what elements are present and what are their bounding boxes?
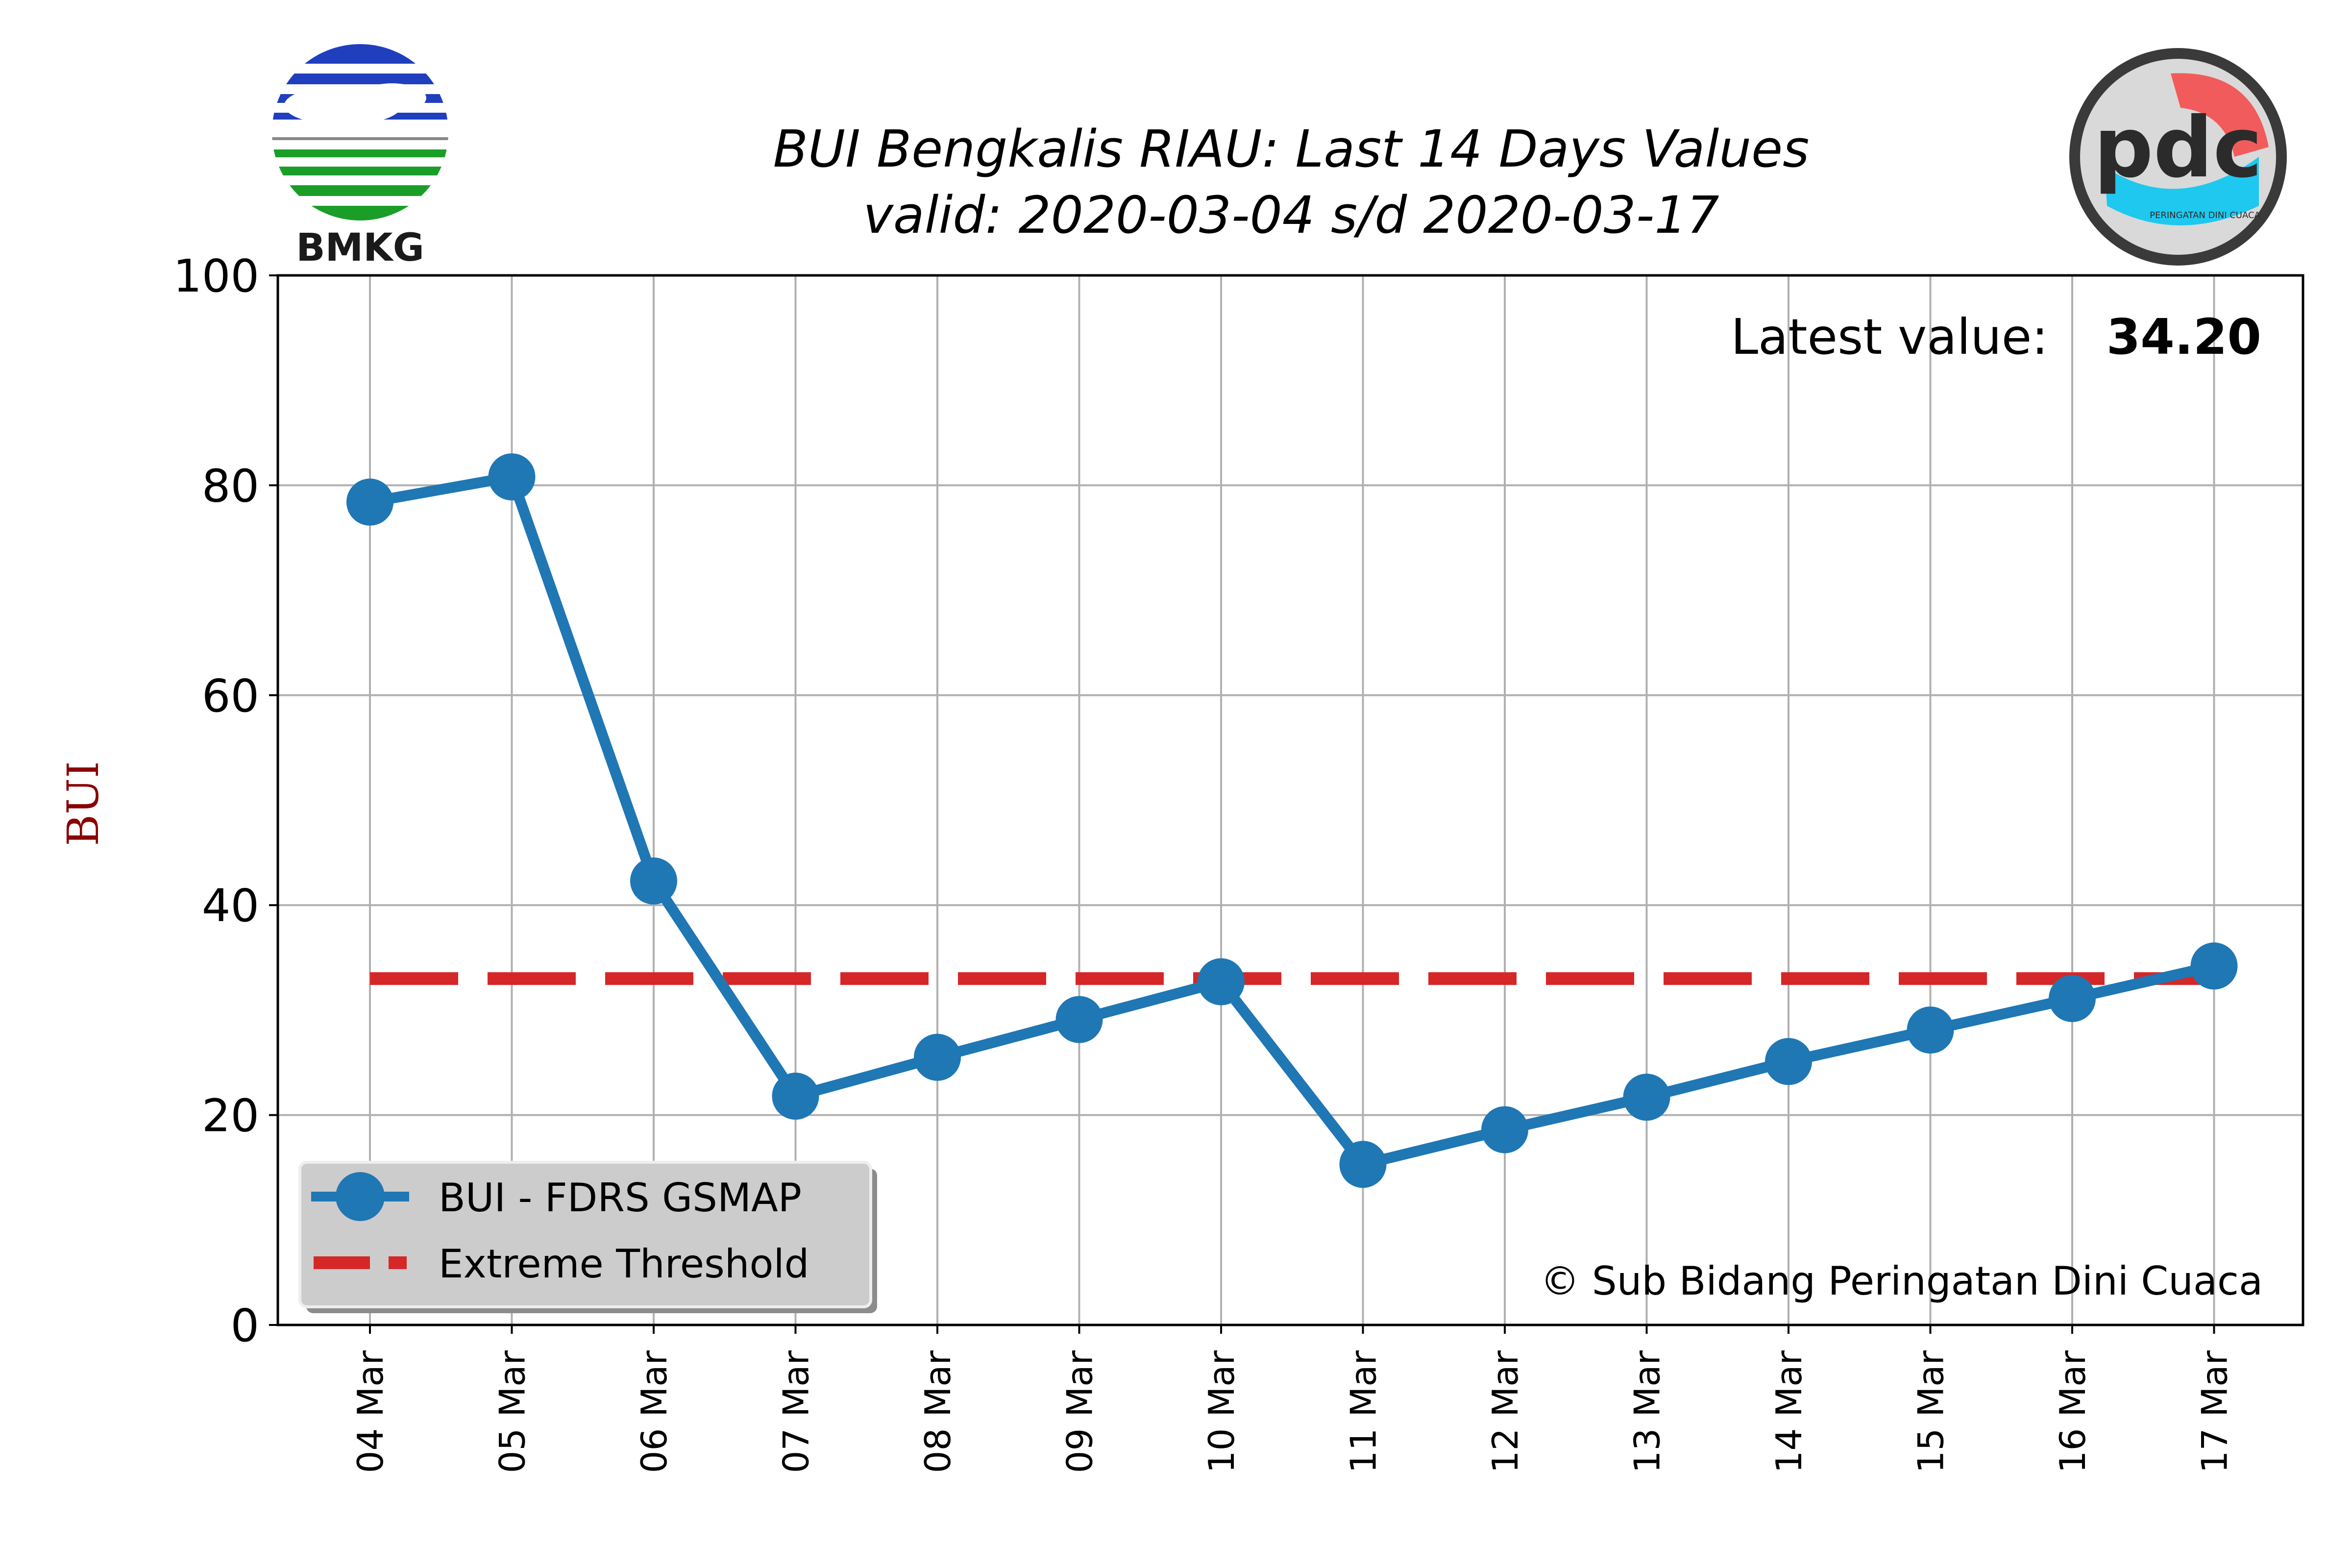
x-tick-label: 07 Mar xyxy=(776,1350,817,1473)
copyright-text: © Sub Bidang Peringatan Dini Cuaca xyxy=(1541,1258,2263,1304)
x-tick-label: 14 Mar xyxy=(1768,1350,1810,1473)
legend: BUI - FDRS GSMAP Extreme Threshold xyxy=(298,1161,877,1313)
x-tick-label: 04 Mar xyxy=(350,1350,391,1473)
legend-bui-marker xyxy=(336,1172,385,1221)
legend-box xyxy=(298,1161,872,1308)
y-axis-label: BUI xyxy=(58,761,108,846)
plot-frame xyxy=(276,274,2304,1326)
bui-point xyxy=(1481,1106,1528,1153)
bui-point xyxy=(2049,975,2096,1022)
pdc-logo-subtext: PERINGATAN DINI CUACA xyxy=(2150,210,2260,220)
pdc-logo: pdc PERINGATAN DINI CUACA xyxy=(2069,48,2287,266)
y-tick-label: 0 xyxy=(230,1299,259,1352)
x-tick-label: 10 Mar xyxy=(1201,1350,1242,1473)
y-tick-label: 100 xyxy=(173,250,259,302)
bui-line xyxy=(369,471,2215,1170)
x-tick-label: 05 Mar xyxy=(492,1350,533,1473)
x-tick-label: 09 Mar xyxy=(1059,1350,1101,1473)
x-tick-label: 17 Mar xyxy=(2194,1350,2235,1473)
bui-point xyxy=(2190,942,2238,990)
x-tick-label: 11 Mar xyxy=(1343,1350,1384,1473)
bui-point xyxy=(346,478,393,526)
bui-series xyxy=(346,453,2238,1188)
x-tick-label: 06 Mar xyxy=(634,1350,675,1473)
bui-point xyxy=(1765,1038,1812,1085)
plot-area: 0 20 40 60 80 100 04 Mar 05 Mar 06 Mar 07 Mar 08 … xyxy=(173,250,2304,1473)
x-tick-label: 15 Mar xyxy=(1911,1350,1952,1473)
bmkg-logo-text: BMKG xyxy=(296,226,424,270)
bui-point xyxy=(914,1033,961,1081)
x-tick-label: 08 Mar xyxy=(917,1350,958,1473)
bui-point xyxy=(1907,1006,1954,1054)
y-tick-label: 20 xyxy=(202,1090,259,1142)
plot-background xyxy=(278,275,2303,1325)
latest-value-number: 34.20 xyxy=(2107,308,2261,366)
bui-point xyxy=(1055,996,1103,1043)
bui-point xyxy=(488,453,536,501)
bui-point xyxy=(630,857,677,905)
x-tick-label: 12 Mar xyxy=(1485,1350,1526,1473)
legend-bui-label: BUI - FDRS GSMAP xyxy=(439,1175,802,1221)
chart-subtitle: valid: 2020-03-04 s/d 2020-03-17 xyxy=(863,185,1719,245)
chart-title: BUI Bengkalis RIAU: Last 14 Days Values xyxy=(773,119,1810,179)
latest-value-label: Latest value: xyxy=(1731,308,2048,366)
bui-point xyxy=(1198,958,1245,1005)
y-tick-label: 60 xyxy=(202,670,259,722)
y-axis-ticks: 0 20 40 60 80 100 xyxy=(173,250,278,1352)
bui-point xyxy=(1339,1141,1387,1188)
x-tick-label: 13 Mar xyxy=(1627,1350,1668,1473)
x-axis-ticks: 04 Mar 05 Mar 06 Mar 07 Mar 08 Mar 09 Mar 10 M… xyxy=(350,1325,2235,1473)
bui-point xyxy=(772,1073,819,1120)
y-tick-label: 40 xyxy=(202,880,259,932)
y-tick-label: 80 xyxy=(202,460,259,512)
legend-threshold-label: Extreme Threshold xyxy=(439,1241,809,1287)
pdc-logo-text: pdc xyxy=(2094,99,2262,196)
bui-point xyxy=(1623,1074,1670,1121)
bmkg-logo: BMKG xyxy=(272,44,448,270)
x-tick-label: 16 Mar xyxy=(2052,1350,2093,1473)
